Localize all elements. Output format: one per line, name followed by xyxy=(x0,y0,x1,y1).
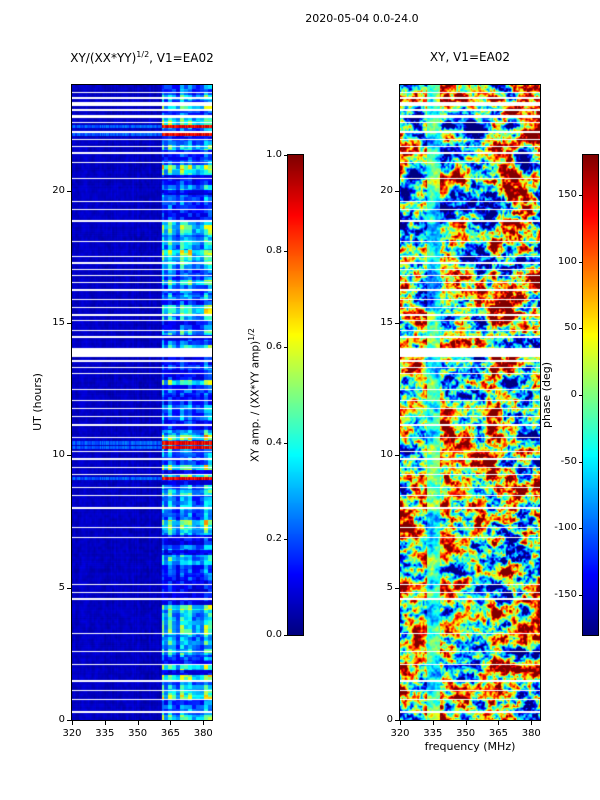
phase-colorbar xyxy=(582,154,599,636)
phase-heatmap-panel xyxy=(399,84,541,721)
amplitude-colorbar-label: XY amp. / (XX*YY amp)1/2 xyxy=(245,285,262,505)
x-tick-label: 335 xyxy=(95,728,115,739)
x-tick-mark xyxy=(432,721,434,725)
amplitude-colorbar-canvas xyxy=(288,155,303,635)
colorbar-tick-label: 0.2 xyxy=(266,533,282,544)
right-panel-title: XY, V1=EA02 xyxy=(429,50,511,64)
colorbar-tick-label: 0 xyxy=(570,389,577,400)
x-tick-mark xyxy=(203,721,205,725)
colorbar-tick-mark xyxy=(284,539,287,540)
colorbar-tick-mark xyxy=(284,443,287,444)
x-tick-label: 365 xyxy=(160,728,180,739)
y-tick-label: 10 xyxy=(52,449,65,461)
left-panel-title-sup: 1/2 xyxy=(136,50,150,59)
y-tick-label: 0 xyxy=(386,714,393,725)
colorbar-tick-mark xyxy=(284,155,287,156)
colorbar-tick-label: 150 xyxy=(557,189,577,200)
x-tick-label: 350 xyxy=(456,728,476,739)
y-tick-label: 5 xyxy=(58,581,65,593)
colorbar-tick-mark xyxy=(284,635,287,636)
colorbar-tick-mark xyxy=(284,251,287,252)
y-tick-mark xyxy=(395,455,399,457)
x-tick-label: 380 xyxy=(193,728,213,739)
y-tick-mark xyxy=(395,190,399,192)
y-tick-label: 20 xyxy=(380,184,393,196)
x-tick-mark xyxy=(465,721,467,725)
y-tick-label: 15 xyxy=(52,317,65,329)
colorbar-tick-label: 0.4 xyxy=(266,437,282,448)
amplitude-colorbar xyxy=(287,154,304,636)
colorbar-tick-mark xyxy=(579,195,582,196)
amplitude-heatmap-canvas xyxy=(72,85,212,720)
y-tick-mark xyxy=(395,323,399,325)
x-tick-label: 335 xyxy=(423,728,443,739)
left-panel-title-rest: , V1=EA02 xyxy=(149,51,214,65)
y-tick-mark xyxy=(67,455,71,457)
colorbar-tick-mark xyxy=(579,395,582,396)
x-tick-mark xyxy=(170,721,172,725)
y-tick-mark xyxy=(67,720,71,721)
x-tick-mark xyxy=(531,721,533,725)
colorbar-tick-mark xyxy=(579,261,582,263)
colorbar-tick-label: 100 xyxy=(557,255,577,267)
phase-heatmap-canvas xyxy=(400,85,540,720)
y-tick-label: 15 xyxy=(380,317,393,329)
y-axis-label: UT (hours) xyxy=(31,373,44,431)
colorbar-tick-label: 0.0 xyxy=(266,629,282,640)
y-tick-mark xyxy=(67,587,71,589)
x-tick-mark xyxy=(400,721,401,725)
y-tick-label: 20 xyxy=(52,184,65,196)
x-tick-label: 320 xyxy=(390,728,410,739)
y-tick-label: 0 xyxy=(58,714,65,725)
y-tick-mark xyxy=(395,720,399,721)
left-panel-title-text: XY/(XX*YY) xyxy=(70,51,137,65)
y-tick-label: 5 xyxy=(386,581,393,593)
colorbar-tick-label: 0.6 xyxy=(266,341,282,352)
x-tick-mark xyxy=(72,721,73,725)
x-tick-mark xyxy=(137,721,139,725)
colorbar-tick-mark xyxy=(579,595,582,596)
phase-colorbar-canvas xyxy=(583,155,598,635)
x-tick-label: 350 xyxy=(128,728,148,739)
left-panel-title: XY/(XX*YY)1/2, V1=EA02 xyxy=(32,50,252,65)
colorbar-tick-mark xyxy=(284,347,287,348)
y-tick-mark xyxy=(67,323,71,325)
colorbar-tick-label: -100 xyxy=(554,522,577,534)
x-axis-label: frequency (MHz) xyxy=(424,740,516,753)
colorbar-tick-label: -50 xyxy=(560,455,577,467)
colorbar-tick-label: 0.8 xyxy=(266,245,282,256)
colorbar-tick-mark xyxy=(579,328,582,330)
colorbar-tick-label: 1.0 xyxy=(266,149,282,160)
colorbar-tick-label: 50 xyxy=(564,322,577,334)
y-tick-label: 10 xyxy=(380,449,393,461)
colorbar-tick-label: -150 xyxy=(554,589,577,600)
y-tick-mark xyxy=(395,587,399,589)
x-tick-label: 320 xyxy=(62,728,82,739)
x-tick-label: 380 xyxy=(521,728,541,739)
x-tick-label: 365 xyxy=(488,728,508,739)
colorbar-tick-mark xyxy=(579,461,582,463)
figure-title: 2020-05-04 0.0-24.0 xyxy=(305,12,419,25)
x-tick-mark xyxy=(498,721,500,725)
y-tick-mark xyxy=(67,190,71,192)
amplitude-heatmap-panel xyxy=(71,84,213,721)
x-tick-mark xyxy=(104,721,106,725)
amplitude-colorbar-label-sup: 1/2 xyxy=(247,327,256,341)
colorbar-tick-mark xyxy=(579,528,582,530)
